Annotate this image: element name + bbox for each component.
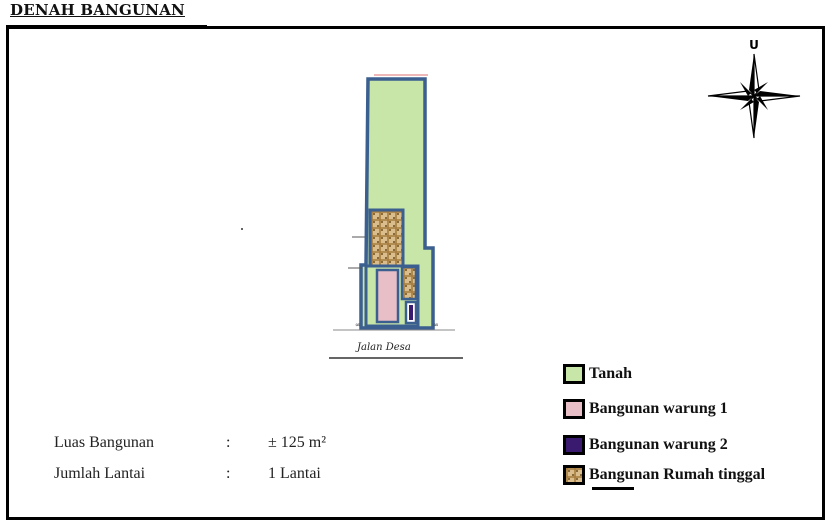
legend-swatch-warung-2: [563, 435, 585, 455]
road-marker-left: ∞: [355, 321, 361, 329]
building-group-outline: [364, 264, 420, 328]
stray-mark: [241, 228, 243, 230]
luas-bangunan-value: ± 125 m²: [268, 434, 327, 451]
legend-swatch-warung-1: [563, 399, 585, 419]
compass-north-label: U: [749, 38, 759, 52]
jumlah-lantai-label: Jumlah Lantai: [54, 465, 146, 482]
legend-item-warung-1: Bangunan warung 1: [563, 396, 728, 422]
luas-bangunan-label: Luas Bangunan: [54, 434, 154, 451]
road-label: Jalan Desa: [355, 342, 411, 353]
legend-item-rumah-tinggal: Bangunan Rumah tinggal: [563, 462, 765, 488]
legend-label-tanah: Tanah: [589, 365, 632, 382]
rumah-tinggal-building: [368, 208, 405, 268]
luas-bangunan-separator: :: [226, 434, 231, 451]
legend-swatch-tanah: [563, 364, 585, 384]
map-frame: [6, 26, 825, 520]
legend-label-warung-1: Bangunan warung 1: [589, 400, 728, 417]
legend-item-warung-2: Bangunan warung 2: [563, 432, 728, 458]
warung-1-building: [375, 268, 400, 324]
legend-swatch-rumah-tinggal: [563, 465, 585, 485]
jumlah-lantai-separator: :: [226, 465, 231, 482]
road-marker-right: ∞: [433, 321, 439, 329]
jumlah-lantai-value: 1 Lantai: [268, 465, 321, 482]
page-title: DENAH BANGUNAN: [10, 1, 185, 19]
warung-2-fill: [409, 305, 413, 320]
legend-label-rumah-tinggal: Bangunan Rumah tinggal: [589, 466, 766, 483]
north-arrow-compass-icon: [707, 53, 801, 139]
rumah-tinggal-annex: [400, 265, 418, 301]
legend-label-warung-2: Bangunan warung 2: [589, 436, 728, 453]
legend-item-tanah: Tanah: [563, 361, 632, 387]
legend-underline-mark: [592, 487, 634, 490]
